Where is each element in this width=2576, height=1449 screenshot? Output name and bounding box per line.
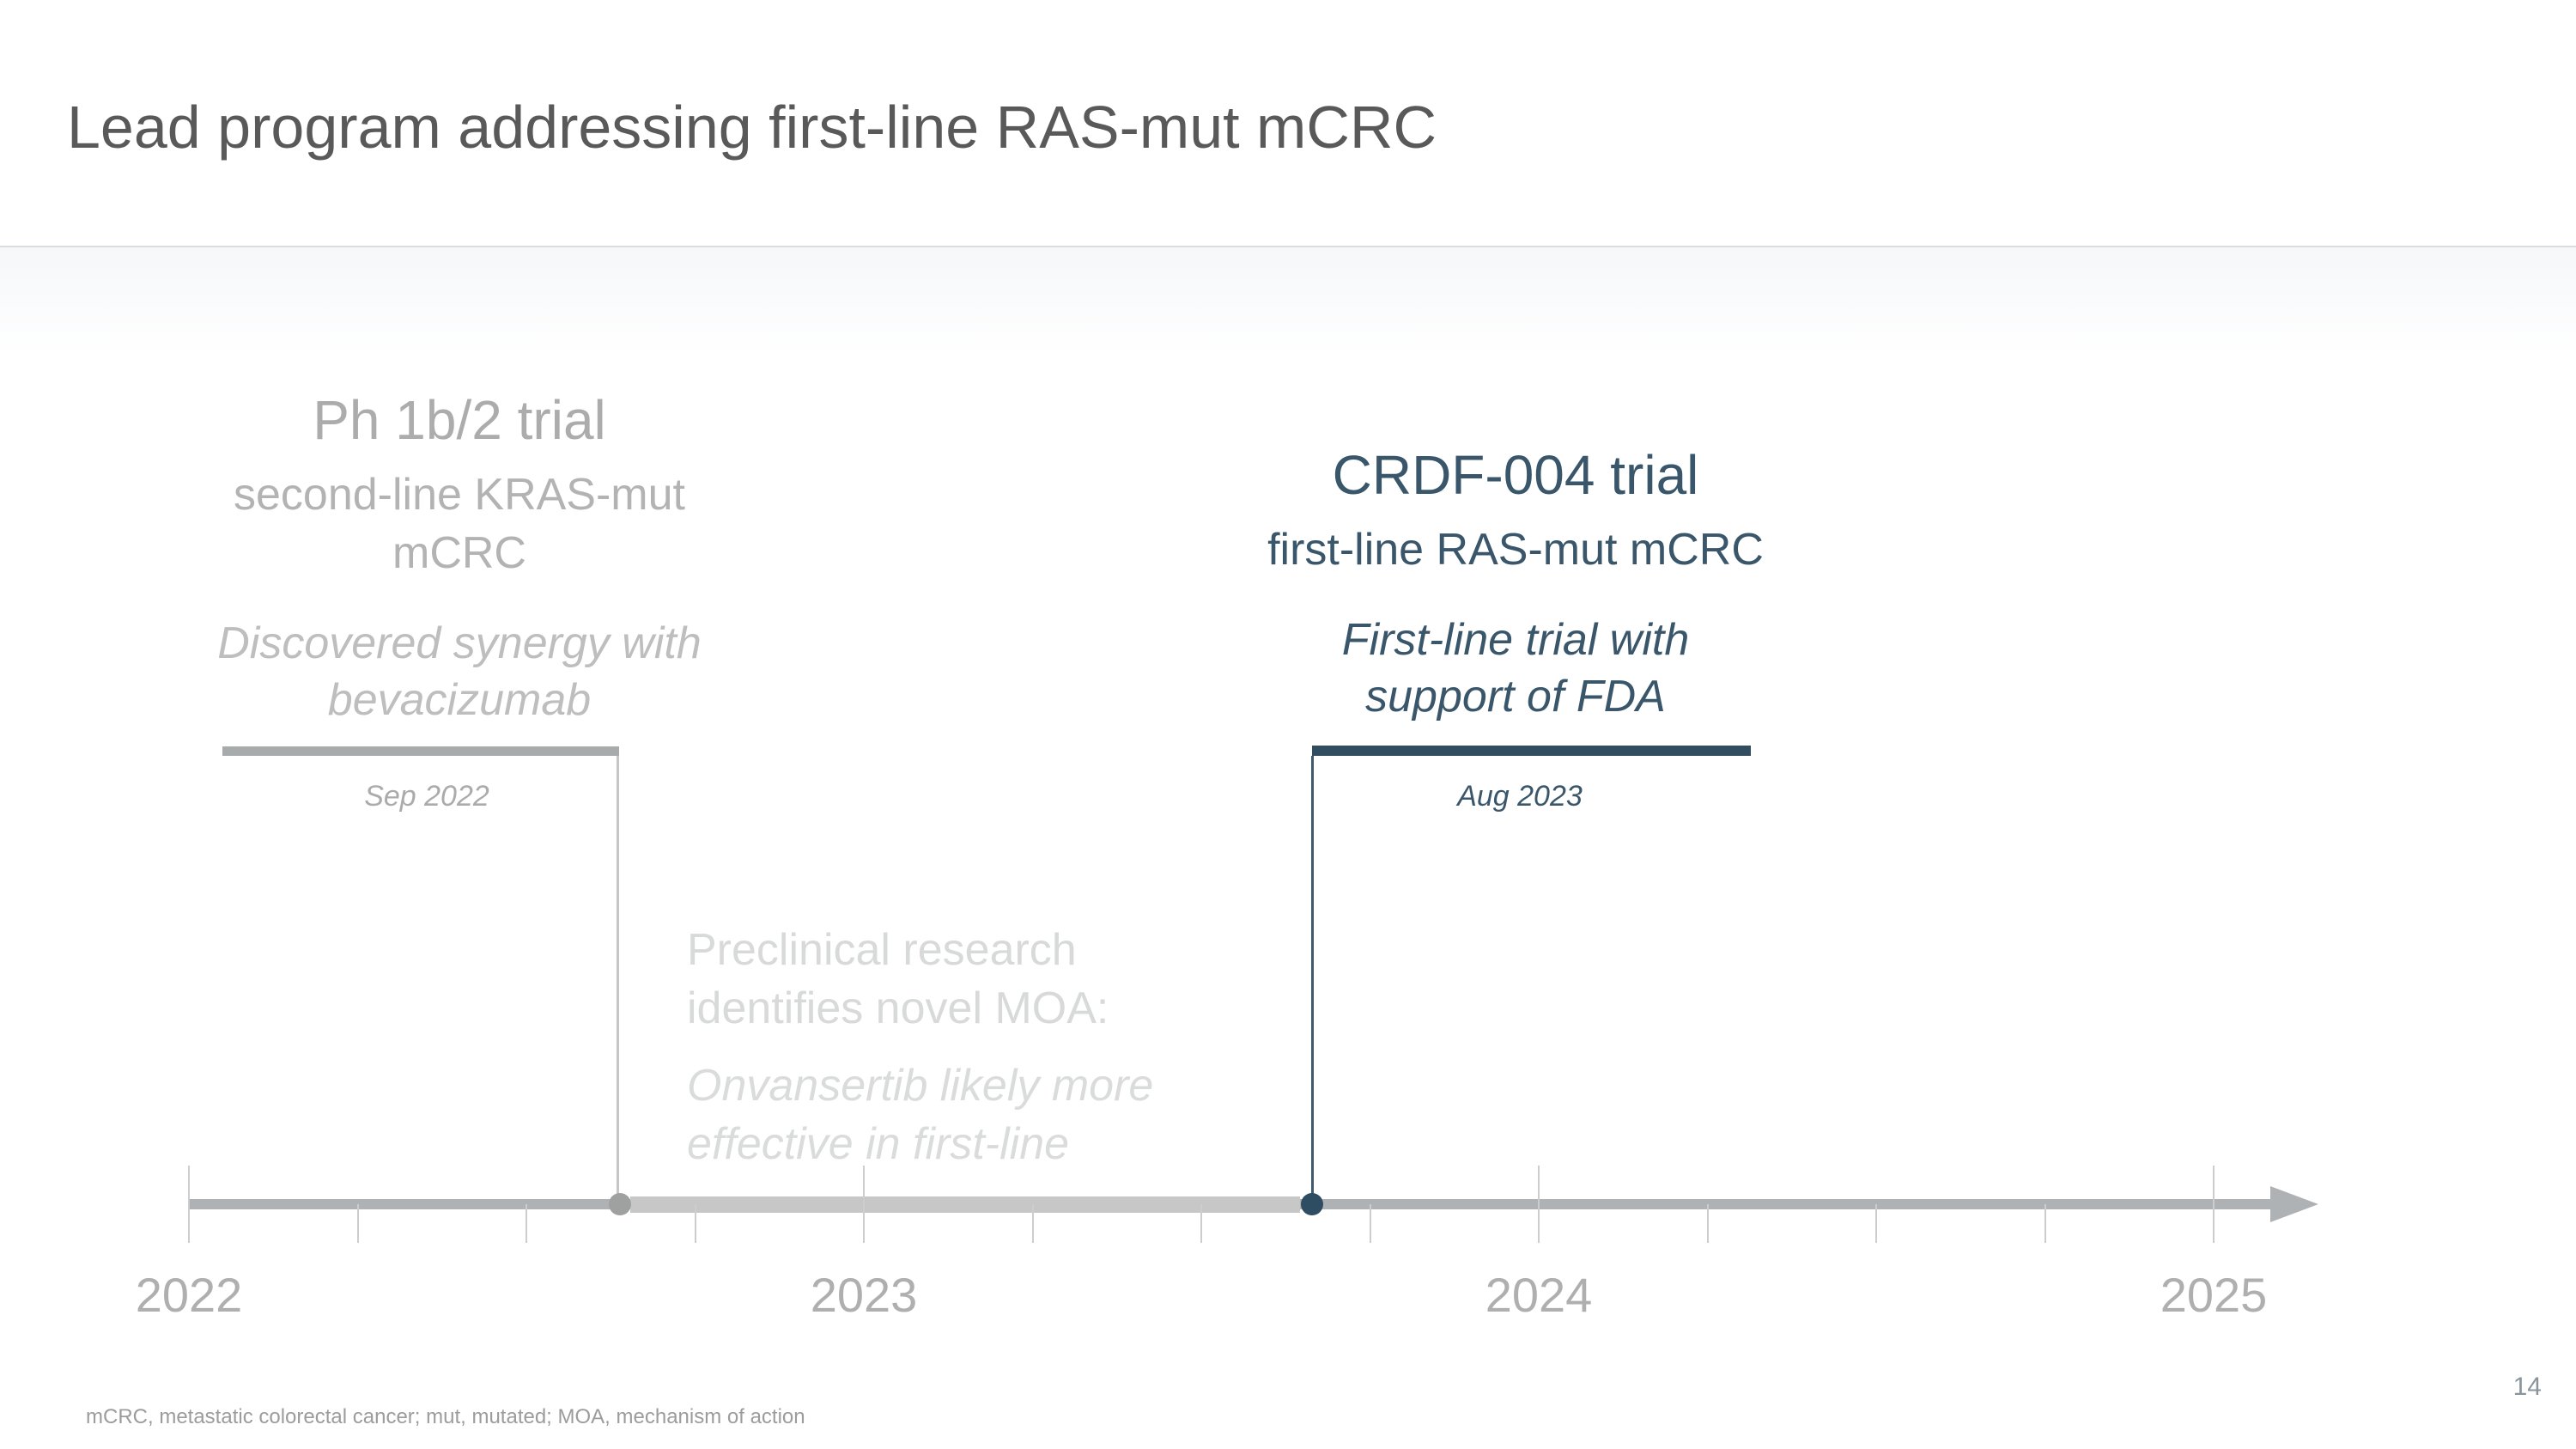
milestone-ph1b2-subtitle: second-line KRAS-mut mCRC (197, 466, 721, 582)
milestone-ph1b2-heading: Ph 1b/2 trial (313, 389, 606, 451)
ph1b2-connector-line (617, 756, 619, 1194)
preclinical-line1: Preclinical research (687, 925, 1077, 975)
preclinical-line2: identifies novel MOA: (687, 983, 1109, 1033)
preclinical-line4: effective in first-line (687, 1119, 1070, 1169)
year-label-2025: 2025 (2160, 1268, 2268, 1322)
milestone-ph1b2-note-line2: bevacizumab (327, 675, 592, 725)
milestone-crdf004-block: CRDF-004 trial first-line RAS-mut mCRC F… (1254, 441, 1777, 725)
year-tick-2022 (188, 1166, 190, 1243)
preclinical-text: Preclinical research identifies novel MO… (687, 921, 1288, 1038)
quarter-tick (2044, 1204, 2046, 1243)
footnote: mCRC, metastatic colorectal cancer; mut,… (86, 1405, 805, 1428)
crdf004-date: Aug 2023 (1457, 780, 1583, 813)
year-label-2023: 2023 (810, 1268, 918, 1322)
ph1b2-bracket-bar (222, 746, 619, 756)
milestone-crdf004-subtitle: first-line RAS-mut mCRC (1267, 525, 1764, 575)
preclinical-italic-text: Onvansertib likely more effective in fir… (687, 1056, 1288, 1173)
milestone-ph1b2-subtitle-line1: second-line KRAS-mut (234, 470, 685, 520)
quarter-tick (695, 1204, 696, 1243)
quarter-tick (357, 1204, 359, 1243)
milestone-ph1b2-block: Ph 1b/2 trial second-line KRAS-mut mCRC … (197, 387, 721, 728)
page-number: 14 (2512, 1373, 2542, 1401)
milestone-dot-aug2023 (1301, 1193, 1323, 1215)
milestone-ph1b2-subtitle-line2: mCRC (392, 528, 526, 578)
quarter-tick (1370, 1204, 1371, 1243)
milestone-ph1b2-note: Discovered synergy with bevacizumab (197, 615, 721, 728)
year-tick-2025 (2213, 1166, 2215, 1243)
milestone-crdf004-note-line1: First-line trial with (1341, 615, 1690, 665)
crdf004-bracket-bar (1312, 746, 1751, 756)
quarter-tick (526, 1204, 527, 1243)
crdf004-connector-line (1311, 756, 1314, 1194)
page-title: Lead program addressing first-line RAS-m… (67, 94, 1437, 161)
milestone-ph1b2-note-line1: Discovered synergy with (217, 618, 702, 668)
quarter-tick (1707, 1204, 1709, 1243)
header-divider (0, 246, 2576, 247)
milestone-crdf004-heading: CRDF-004 trial (1332, 444, 1699, 506)
milestone-dot-sep2022 (609, 1193, 631, 1215)
timeline-highlight-segment (630, 1196, 1300, 1213)
milestone-crdf004-note: First-line trial with support of FDA (1254, 612, 1777, 725)
preclinical-line3: Onvansertib likely more (687, 1061, 1154, 1111)
year-tick-2023 (863, 1166, 865, 1243)
preclinical-annotation: Preclinical research identifies novel MO… (687, 921, 1288, 1173)
quarter-tick (1200, 1204, 1202, 1243)
quarter-tick (1875, 1204, 1877, 1243)
year-label-2022: 2022 (135, 1268, 243, 1322)
header-band (0, 247, 2576, 355)
timeline-arrowhead-icon (2270, 1186, 2318, 1222)
year-tick-2024 (1538, 1166, 1540, 1243)
ph1b2-date: Sep 2022 (364, 780, 489, 813)
year-label-2024: 2024 (1485, 1268, 1593, 1322)
milestone-crdf004-note-line2: support of FDA (1365, 672, 1666, 721)
quarter-tick (1032, 1204, 1034, 1243)
